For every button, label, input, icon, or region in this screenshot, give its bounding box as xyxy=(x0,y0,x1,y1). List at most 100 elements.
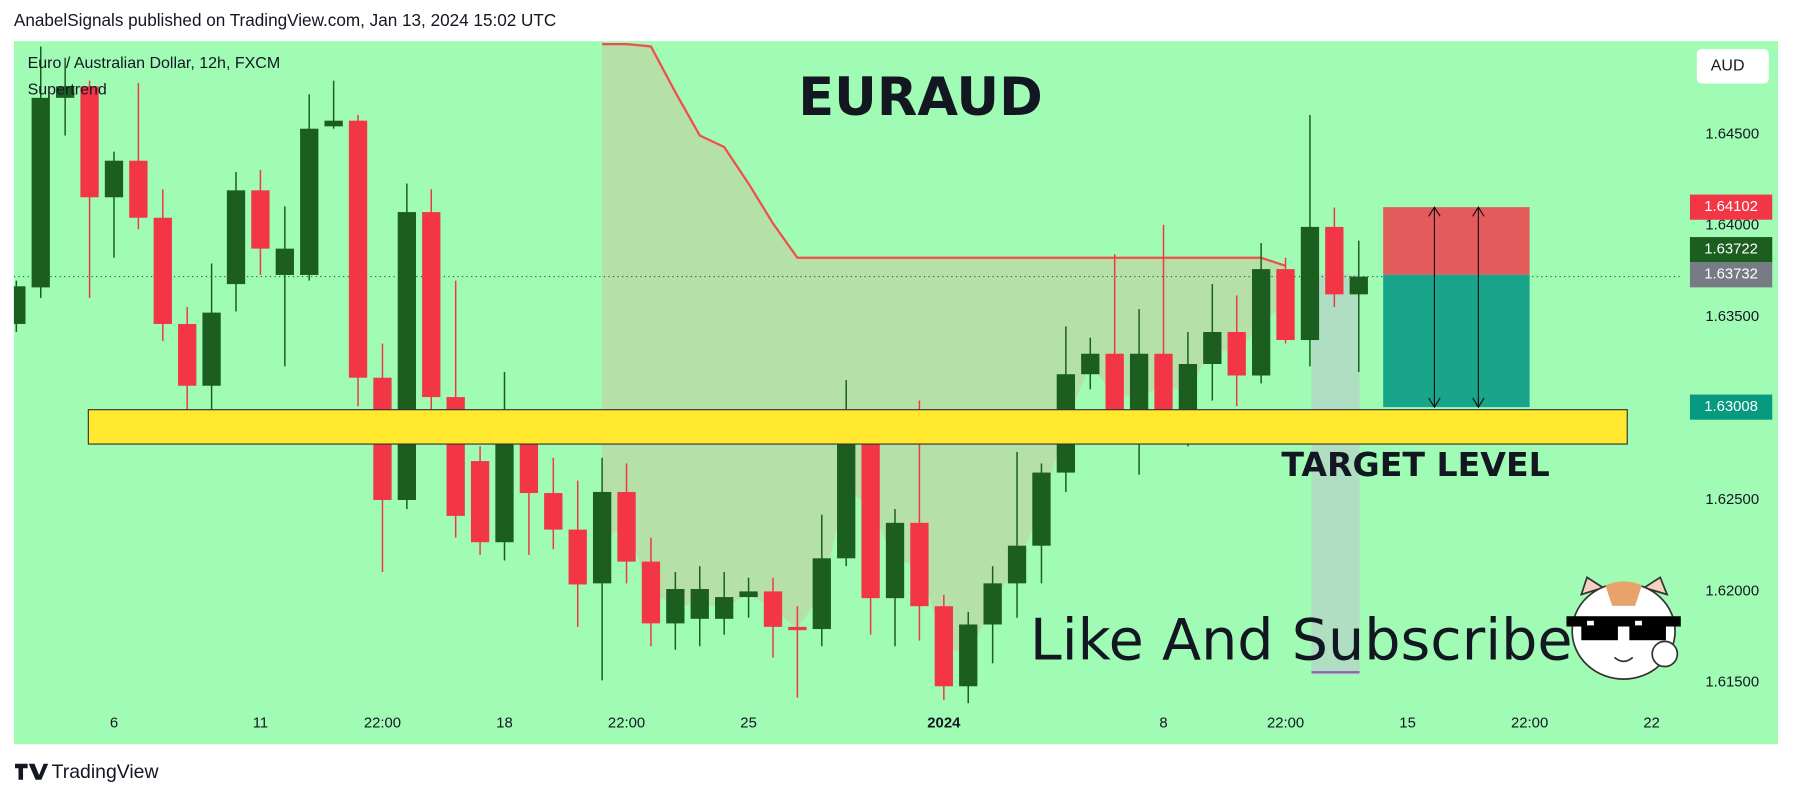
supertrend-line xyxy=(602,42,1286,267)
brand-logo xyxy=(15,763,49,780)
candle-body xyxy=(861,417,880,599)
candle-body xyxy=(812,558,831,630)
sunglasses-shine xyxy=(1635,620,1642,626)
x-tick-label: 18 xyxy=(496,716,513,732)
candle-body xyxy=(1154,353,1173,419)
candle-body xyxy=(592,491,612,584)
candle-body xyxy=(129,160,148,218)
candle-body xyxy=(910,522,929,607)
candle-body xyxy=(568,529,587,585)
target-area xyxy=(1383,274,1530,408)
candle-body xyxy=(715,597,734,619)
price-label: 1.63732 xyxy=(1704,267,1758,283)
candle-body xyxy=(495,431,514,543)
annotation: Like And Subscribe xyxy=(1030,607,1573,673)
indicator-legend: Supertrend xyxy=(28,82,107,99)
x-tick-label: 22 xyxy=(1643,716,1660,732)
candle-body xyxy=(1081,353,1100,375)
candle-body xyxy=(153,217,172,324)
y-tick-label: 1.62500 xyxy=(1705,492,1759,508)
candles xyxy=(13,46,1681,704)
symbol-legend: Euro / Australian Dollar, 12h, FXCM xyxy=(28,55,281,72)
x-tick-label: 2024 xyxy=(927,716,961,732)
candle-body xyxy=(202,312,221,386)
candle-body xyxy=(324,120,343,127)
candle-body xyxy=(13,286,26,324)
candle-body xyxy=(1032,472,1051,546)
candle-body xyxy=(690,589,709,619)
candle-body xyxy=(983,583,1002,625)
candle-body xyxy=(837,417,856,559)
brand-name: TradingView xyxy=(52,761,160,783)
price-label-box xyxy=(1689,194,1773,220)
candle-body xyxy=(617,491,636,562)
candle-body xyxy=(959,624,978,687)
price-label: 1.64102 xyxy=(1704,199,1758,215)
candle-body xyxy=(178,323,197,386)
x-tick-label: 15 xyxy=(1399,716,1416,732)
candle-body xyxy=(641,561,661,624)
candle-body xyxy=(788,626,807,631)
cat-ear xyxy=(1642,576,1669,596)
y-tick-label: 1.63500 xyxy=(1705,309,1759,325)
sunglasses xyxy=(1629,624,1666,641)
x-tick-label: 22:00 xyxy=(364,716,401,732)
candle-body xyxy=(251,190,270,249)
candle-body xyxy=(300,128,319,275)
candle-body xyxy=(544,493,563,530)
x-tick-label: 11 xyxy=(253,716,268,732)
candle-body xyxy=(1178,363,1198,419)
candle-body xyxy=(80,86,99,198)
position-arrow xyxy=(1428,206,1441,409)
y-tick-label: 1.62000 xyxy=(1705,583,1759,599)
candle-body xyxy=(1349,276,1368,295)
position-arrow xyxy=(1472,206,1485,409)
price-label-box xyxy=(1689,237,1773,263)
highlight-band xyxy=(1311,274,1360,675)
sunglasses xyxy=(1581,624,1618,641)
candle-body xyxy=(519,431,539,494)
candle-body xyxy=(1300,226,1320,341)
candle-body xyxy=(666,589,685,624)
price-label: 1.63008 xyxy=(1704,399,1758,415)
candle-body xyxy=(763,591,783,627)
candle-body xyxy=(885,522,905,599)
x-tick-label: 22:00 xyxy=(1511,716,1548,732)
x-tick-label: 8 xyxy=(1159,716,1167,732)
plot-area xyxy=(602,42,1286,656)
price-label-box xyxy=(1689,262,1773,288)
candle-body xyxy=(1325,226,1344,295)
price-label: 1.63722 xyxy=(1704,242,1758,258)
candle-body xyxy=(470,461,490,543)
candle-body xyxy=(226,190,246,285)
candle-body xyxy=(1203,331,1222,364)
cat-paw xyxy=(1651,640,1679,668)
price-label-box xyxy=(1689,394,1773,420)
x-tick-label: 22:00 xyxy=(608,716,645,732)
y-tick-label: 1.64000 xyxy=(1705,218,1759,234)
candle-body xyxy=(1227,331,1246,376)
cat-ear xyxy=(1579,576,1606,596)
candle-body xyxy=(934,606,953,687)
sunglasses xyxy=(1566,616,1681,627)
x-tick-label: 22:00 xyxy=(1267,716,1304,732)
sunglasses-shine xyxy=(1587,620,1594,626)
publish-header: AnabelSignals published on TradingView.c… xyxy=(14,10,556,30)
candle-body xyxy=(56,86,75,98)
cat-mouth xyxy=(1613,656,1634,663)
supertrend-fill xyxy=(602,44,1286,656)
currency-badge xyxy=(1696,49,1769,84)
candle-body xyxy=(1007,545,1027,584)
candle-body xyxy=(31,97,50,288)
candle-body xyxy=(397,212,417,500)
chart-title: EURAUD xyxy=(798,67,1043,128)
y-tick-label: 1.64500 xyxy=(1705,126,1759,142)
candle-body xyxy=(1251,269,1271,376)
stop-area xyxy=(1383,207,1530,275)
candle-body xyxy=(275,248,294,275)
x-tick-label: 25 xyxy=(740,716,757,732)
candle-body xyxy=(422,212,441,398)
candle-body xyxy=(1276,269,1295,341)
x-tick-label: 6 xyxy=(110,716,118,732)
